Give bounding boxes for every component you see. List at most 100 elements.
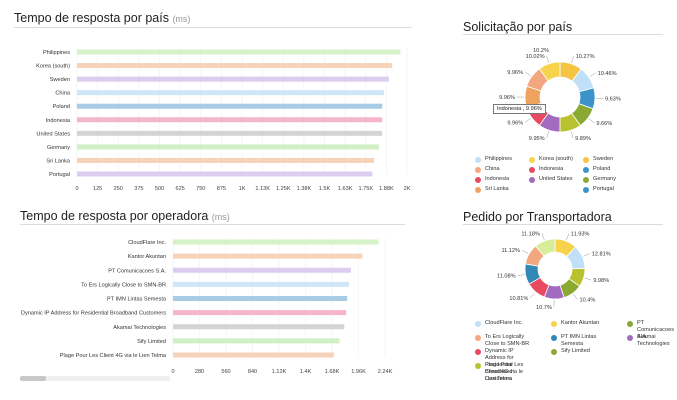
country-response-unit: (ms) (172, 14, 191, 24)
operator-response-title-text: Tempo de resposta por operadora (20, 209, 209, 223)
bar-cloudflare-inc[interactable] (173, 239, 379, 245)
legend-item-kantor-akuntan[interactable]: Kantor Akuntan (551, 320, 607, 327)
legend-swatch (551, 348, 557, 355)
legend-item-pt-imn-lintas-semesta[interactable]: PT IMN Lintas Semesta (551, 334, 607, 348)
legend-swatch (475, 320, 481, 327)
legend-item-indonesia[interactable]: Indonesia (475, 176, 531, 183)
legend-label: Akamai Technologies (637, 334, 670, 347)
category-label: Korea (south) (36, 64, 70, 70)
bar-sify-limited[interactable] (173, 338, 340, 344)
legend-label: Korea (south) (539, 156, 573, 162)
x-tick-label: 1.13K (255, 186, 270, 192)
legend-item-cloudflare-inc[interactable]: CloudFlare Inc. (475, 320, 531, 327)
legend-item-sweden[interactable]: Sweden (583, 156, 631, 163)
legend-swatch (551, 320, 557, 327)
legend-item-dynamic-ip-address-for-residential-broadband-customers[interactable]: Dynamic IP Address for Residential Broad… (475, 348, 531, 383)
country-requests-donut: 10.27% 10.46% 9.63% 9.66% 9.89% 9.95% 9.96% 9.9… (499, 48, 621, 142)
legend-item-sify-limited[interactable]: Sify Limited (551, 348, 607, 355)
legend-item-to-ers-logically-close-to-smn-br[interactable]: To Ers Logically Close to SMN-BR (475, 334, 531, 348)
bar-philippines[interactable] (77, 49, 401, 55)
slice-label: 9.63% (605, 97, 621, 103)
legend-item-united-states[interactable]: United States (529, 176, 585, 183)
bar-to-ers-logically-close-to-smn-br[interactable] (173, 281, 350, 287)
legend-label: To Ers Logically Close to SMN-BR (485, 334, 530, 347)
operator-response-chart: 0 280 560 840 1.12K 1.4K 1.68K 1.96K 2.24K CloudF… (20, 232, 405, 382)
slice-label: 9.96% (499, 95, 515, 101)
legend-item-poland[interactable]: Poland (583, 166, 631, 173)
category-label: United States (36, 131, 70, 137)
legend-swatch (583, 176, 589, 183)
legend-item-plage-pour-les-client-4g-via-le-lien-telma[interactable]: Plage Pour Les Client 4G via le Lien Tel… (475, 362, 531, 383)
bar-sri-lanka[interactable] (77, 157, 374, 163)
slice-label: 9.95% (529, 136, 545, 142)
category-label: Akamai Technologies (113, 325, 166, 331)
slice-leader-line (546, 56, 550, 63)
x-tick-label: 1.96K (351, 369, 366, 375)
bar-united-states[interactable] (77, 130, 383, 136)
slice-leader-line (583, 253, 590, 257)
donut-slice[interactable] (535, 238, 556, 257)
bar-sweden[interactable] (77, 76, 389, 82)
x-tick-label: 280 (195, 369, 204, 375)
bar-germany[interactable] (77, 144, 379, 150)
legend-swatch (475, 156, 481, 163)
x-tick-label: 1.25K (276, 186, 291, 192)
legend-swatch (627, 320, 633, 327)
slice-label: 10.2% (533, 48, 549, 54)
slice-label: 10.7% (536, 305, 552, 311)
slice-leader-line (525, 117, 532, 123)
bar-kantor-akuntan[interactable] (173, 253, 363, 259)
bar-portugal[interactable] (77, 171, 373, 177)
category-label: PT IMN Lintas Semesta (107, 297, 167, 303)
legend-item-china[interactable]: China (475, 166, 531, 173)
bar-pt-imn-lintas-semesta[interactable] (173, 296, 348, 301)
x-tick-label: 2.24K (378, 369, 393, 375)
donut-slice[interactable] (538, 61, 561, 82)
bar-pt-comunicacoes-s-a[interactable] (173, 267, 351, 273)
legend-item-akamai-technologies[interactable]: Akamai Technologies (627, 334, 675, 348)
x-tick-label: 500 (155, 186, 164, 192)
operator-chart-scroll-thumb[interactable] (20, 376, 46, 381)
category-label: Poland (53, 104, 70, 110)
category-label: Kantor Akuntan (128, 254, 166, 260)
bar-poland[interactable] (77, 103, 383, 109)
operator-response-unit: (ms) (211, 212, 230, 222)
operator-chart-scrollbar[interactable] (20, 376, 170, 381)
slice-label: 9.66% (596, 121, 612, 127)
legend-label: Indonesia (485, 176, 510, 182)
legend-item-portugal[interactable]: Portugal (583, 186, 631, 193)
bar-dynamic-ip-address-for-residential-broadband-customers[interactable] (173, 310, 347, 316)
bar-plage-pour-les-client-4g-via-le-lien-telma[interactable] (173, 352, 334, 358)
pie-tooltip: Indonesia , 9.96% (493, 104, 546, 114)
legend-swatch (583, 166, 589, 173)
x-tick-label: 0 (171, 369, 174, 375)
slice-leader-line (541, 233, 545, 240)
slice-leader-line (588, 118, 595, 124)
legend-item-korea-south[interactable]: Korea (south) (529, 156, 585, 163)
bar-korea-south[interactable] (77, 63, 393, 69)
legend-item-philippines[interactable]: Philippines (475, 156, 531, 163)
slice-leader-line (573, 293, 578, 300)
legend-item-indonesia[interactable]: Indonesia (529, 166, 585, 173)
x-tick-label: 250 (114, 186, 123, 192)
x-tick-label: 1.75K (358, 186, 373, 192)
bar-china[interactable] (77, 90, 384, 96)
legend-label: Portugal (593, 186, 614, 192)
legend-item-sri-lanka[interactable]: Sri Lanka (475, 186, 531, 193)
bar-indonesia[interactable] (77, 117, 383, 123)
operator-requests-chart: 11.93% 12.81% 9.98% 10.4% 10.7% 10.81% 11.08% 1… (463, 228, 668, 320)
slice-label: 10.4% (579, 298, 595, 304)
legend-item-pt-comunicacoes-s-a[interactable]: PT Comunicacoes S.A. (627, 320, 675, 341)
slice-leader-line (589, 72, 596, 78)
slice-leader-line (517, 274, 525, 276)
legend-swatch (583, 156, 589, 163)
bar-akamai-technologies[interactable] (173, 324, 345, 330)
legend-swatch (475, 362, 481, 369)
slice-label: 9.96% (507, 70, 523, 76)
x-tick-label: 1.88K (379, 186, 394, 192)
slice-label: 10.27% (576, 54, 595, 60)
legend-item-germany[interactable]: Germany (583, 176, 631, 183)
slice-leader-line (570, 131, 574, 139)
country-requests-title: Solicitação por país (463, 20, 572, 34)
legend-label: United States (539, 176, 573, 182)
